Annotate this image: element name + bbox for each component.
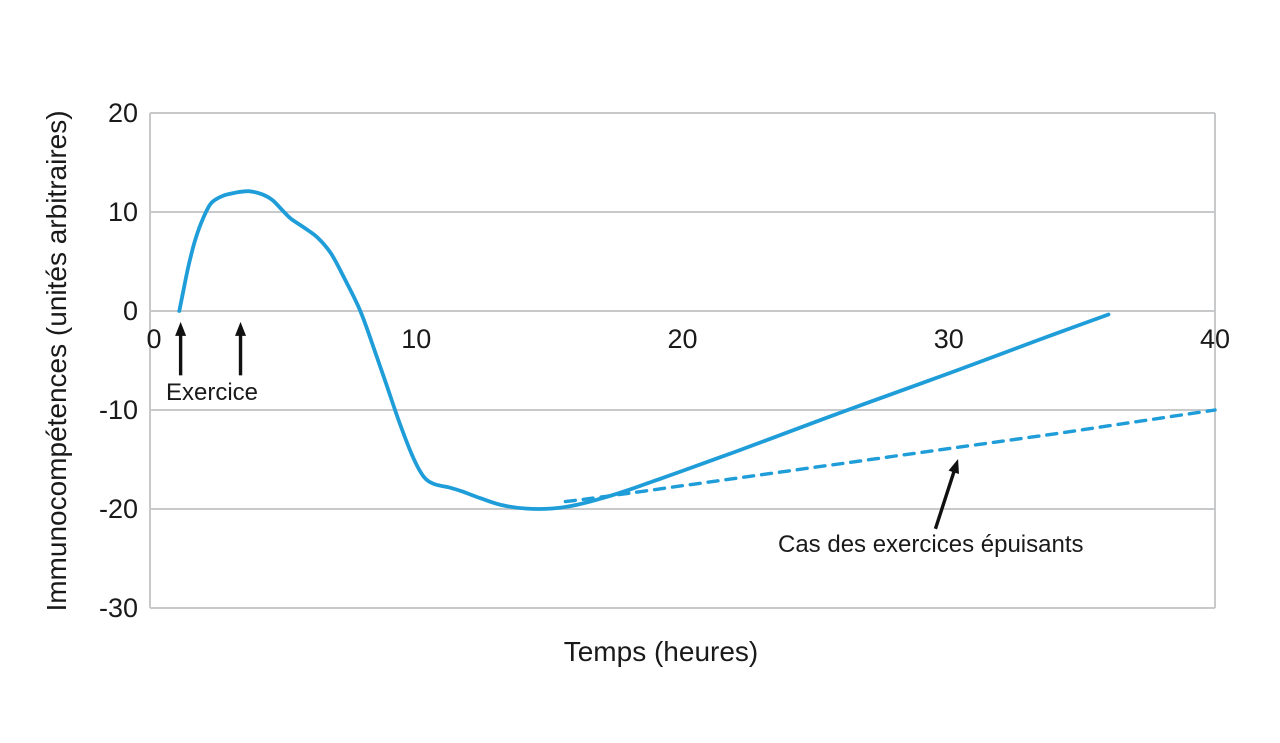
exhausting-exercise-annotation-label: Cas des exercices épuisants [778,531,1084,558]
exercise-arrow-1-head [175,321,187,336]
y-tick-label-10: 10 [108,197,138,227]
x-tick-label-10: 10 [401,324,431,354]
x-tick-label-20: 20 [667,324,697,354]
y-axis-title: Immunocompétences (unités arbitraires) [41,110,72,612]
x-tick-label-40: 40 [1200,324,1230,354]
exhausting-annotation-arrow-shaft [933,469,956,530]
y-tick-label-0: 0 [123,296,138,326]
x-axis-title: Temps (heures) [563,636,759,667]
x-tick-label-0: 0 [146,324,161,354]
exercise-annotation-label: Exercice [166,379,259,406]
y-tick-label--30: -30 [99,593,138,623]
immune-response-curve [177,189,1111,511]
y-tick-label--10: -10 [99,395,138,425]
exercise-arrow-2-head [235,321,247,336]
exhausting-annotation-arrow-head [948,459,959,475]
x-tick-label-30: 30 [934,324,964,354]
exhausting-exercise-curve [563,408,1217,504]
y-tick-label-20: 20 [108,98,138,128]
y-tick-label--20: -20 [99,494,138,524]
